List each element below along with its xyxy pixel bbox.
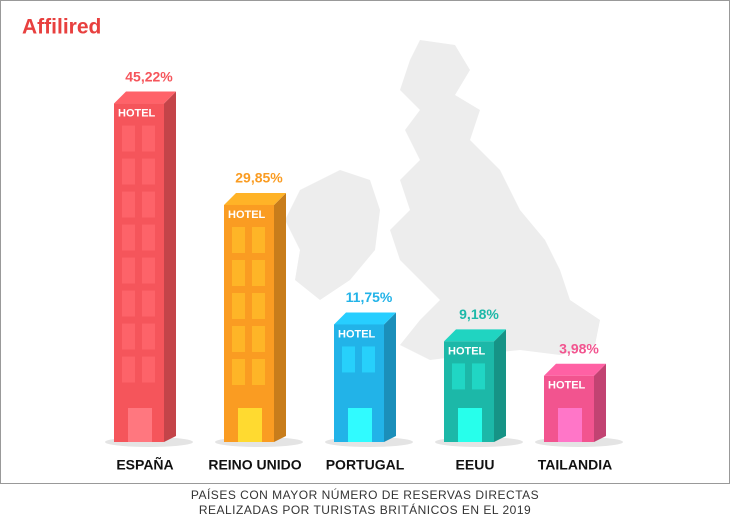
building-label: HOTEL: [228, 209, 266, 221]
window: [232, 325, 245, 352]
x-tick-label: EEUU: [456, 457, 495, 473]
window: [252, 226, 265, 253]
value-label: 45,22%: [125, 68, 173, 84]
door: [458, 408, 482, 442]
bar: [114, 103, 164, 442]
window: [232, 259, 245, 286]
window: [472, 363, 485, 390]
door: [128, 408, 152, 442]
x-tick-label: PORTUGAL: [326, 457, 405, 473]
window: [452, 363, 465, 390]
window: [232, 226, 245, 253]
window: [142, 290, 155, 317]
caption: PAÍSES CON MAYOR NÚMERO DE RESERVAS DIRE…: [191, 487, 539, 502]
building-side: [274, 192, 286, 442]
window: [142, 257, 155, 284]
window: [142, 158, 155, 185]
window: [122, 191, 135, 218]
building-side: [384, 312, 396, 442]
map-silhouette: [285, 40, 600, 360]
x-tick-label: ESPAÑA: [116, 456, 173, 473]
building-roof: [224, 192, 286, 205]
window: [342, 346, 355, 373]
window: [122, 224, 135, 251]
building-roof: [544, 363, 606, 376]
building-roof: [444, 329, 506, 342]
value-label: 11,75%: [346, 289, 393, 305]
window: [122, 125, 135, 152]
window: [122, 323, 135, 350]
window: [122, 257, 135, 284]
caption: REALIZADAS POR TURISTAS BRITÁNICOS EN EL…: [199, 502, 531, 517]
door: [558, 408, 582, 442]
building-side: [594, 363, 606, 442]
window: [142, 224, 155, 251]
window: [252, 325, 265, 352]
window: [142, 356, 155, 383]
window: [142, 191, 155, 218]
window: [252, 292, 265, 319]
window: [252, 259, 265, 286]
x-tick-label: REINO UNIDO: [208, 457, 301, 473]
door: [348, 408, 372, 442]
window: [252, 358, 265, 385]
window: [122, 356, 135, 383]
window: [142, 323, 155, 350]
window: [142, 125, 155, 152]
building-label: HOTEL: [118, 107, 156, 119]
building-side: [494, 329, 506, 442]
door: [238, 408, 262, 442]
value-label: 9,18%: [459, 306, 499, 322]
value-label: 29,85%: [235, 170, 283, 186]
building-label: HOTEL: [448, 345, 486, 357]
building-roof: [334, 312, 396, 325]
x-tick-label: TAILANDIA: [538, 457, 612, 473]
window: [362, 346, 375, 373]
window: [122, 290, 135, 317]
window: [232, 292, 245, 319]
building-roof: [114, 91, 176, 104]
value-label: 3,98%: [559, 340, 599, 356]
building-label: HOTEL: [338, 328, 376, 340]
window: [122, 158, 135, 185]
building-label: HOTEL: [548, 380, 586, 392]
bar: [224, 204, 274, 442]
logo: Affilired: [22, 16, 101, 39]
window: [232, 358, 245, 385]
building-side: [164, 91, 176, 442]
